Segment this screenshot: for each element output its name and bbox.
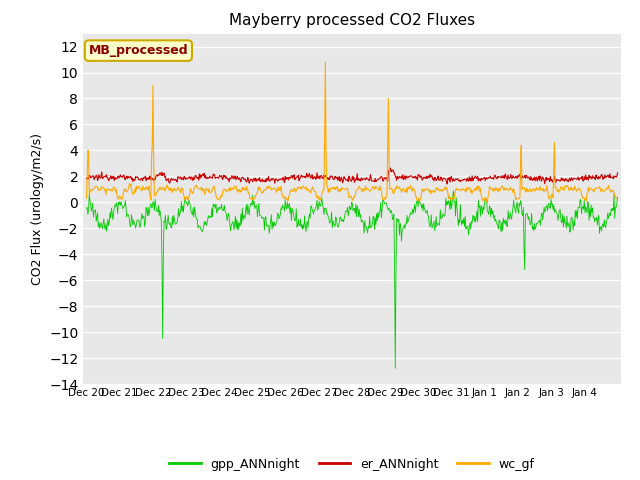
er_ANNnight	[83, 176, 90, 181]
er_ANNnight	[387, 165, 394, 171]
gpp_ANNnight	[243, 202, 250, 207]
gpp_ANNnight	[289, 208, 297, 214]
er_ANNnight	[614, 170, 621, 176]
gpp_ANNnight	[269, 219, 276, 225]
Y-axis label: CO2 Flux (urology/m2/s): CO2 Flux (urology/m2/s)	[31, 133, 44, 285]
wc_gf	[289, 188, 297, 194]
wc_gf	[483, 200, 491, 205]
gpp_ANNnight	[83, 205, 90, 211]
gpp_ANNnight	[614, 194, 621, 200]
wc_gf	[437, 187, 445, 192]
er_ANNnight	[407, 173, 415, 179]
Line: wc_gf: wc_gf	[86, 62, 618, 203]
er_ANNnight	[269, 176, 276, 181]
wc_gf	[83, 195, 90, 201]
gpp_ANNnight	[145, 213, 153, 218]
wc_gf	[321, 59, 329, 65]
Title: Mayberry processed CO2 Fluxes: Mayberry processed CO2 Fluxes	[229, 13, 475, 28]
gpp_ANNnight	[449, 188, 457, 193]
er_ANNnight	[243, 179, 250, 185]
er_ANNnight	[145, 176, 153, 182]
wc_gf	[269, 186, 276, 192]
er_ANNnight	[289, 175, 297, 181]
gpp_ANNnight	[407, 211, 415, 216]
wc_gf	[243, 183, 250, 189]
er_ANNnight	[444, 181, 451, 187]
er_ANNnight	[437, 174, 445, 180]
gpp_ANNnight	[392, 366, 399, 372]
wc_gf	[407, 186, 415, 192]
Line: er_ANNnight: er_ANNnight	[86, 168, 618, 184]
wc_gf	[614, 194, 621, 200]
wc_gf	[145, 183, 153, 189]
Line: gpp_ANNnight: gpp_ANNnight	[86, 191, 618, 369]
Legend: gpp_ANNnight, er_ANNnight, wc_gf: gpp_ANNnight, er_ANNnight, wc_gf	[164, 453, 540, 476]
gpp_ANNnight	[437, 216, 445, 222]
Text: MB_processed: MB_processed	[88, 44, 188, 57]
